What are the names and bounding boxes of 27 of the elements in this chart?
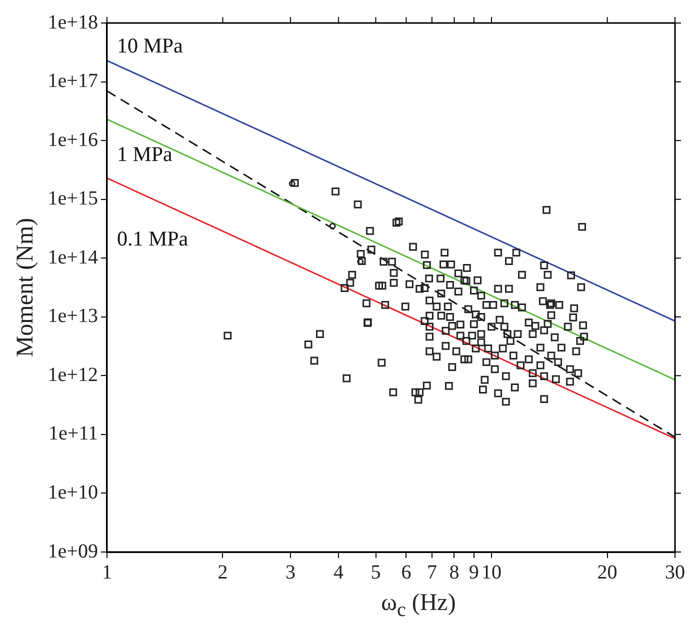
- x-tick-label: 7: [426, 561, 437, 584]
- x-tick-label: 9: [468, 561, 479, 584]
- y-axis-title: Moment (Nm): [12, 218, 39, 358]
- x-tick-label: 5: [370, 561, 381, 584]
- x-tick-label: 10: [482, 561, 502, 584]
- x-tick-label: 2: [218, 561, 228, 584]
- y-tick-label: 1e+16: [48, 128, 98, 151]
- annotation: 10 MPa: [116, 33, 184, 58]
- y-tick-label: 1e+12: [48, 364, 98, 386]
- x-tick-label: 4: [333, 561, 344, 584]
- x-tick-label: 8: [449, 561, 460, 584]
- x-tick-label: 6: [401, 561, 412, 584]
- y-tick-label: 1e+10: [48, 481, 98, 504]
- y-tick-label: 1e+09: [48, 540, 98, 562]
- annotation: 0.1 MPa: [116, 226, 189, 250]
- y-tick-label: 1e+14: [48, 246, 98, 268]
- x-tick-label: 20: [597, 561, 618, 584]
- x-tick-label: 3: [285, 561, 296, 584]
- y-tick-label: 1e+15: [48, 188, 98, 210]
- y-tick-label: 1e+13: [48, 305, 98, 328]
- x-tick-label: 1: [102, 561, 112, 584]
- x-axis-title: ω$_{c}$ (Hz): [380, 590, 457, 622]
- y-tick-label: 1e+18: [48, 11, 98, 34]
- y-tick-label: 1e+17: [48, 70, 98, 92]
- y-tick-label: 1e+11: [48, 422, 98, 445]
- annotation: 1 MPa: [116, 142, 174, 166]
- x-tick-label: 30: [665, 561, 685, 584]
